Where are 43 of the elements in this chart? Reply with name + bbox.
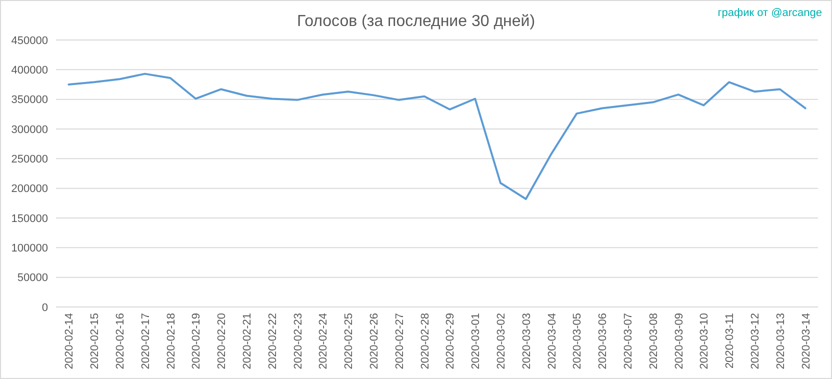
x-tick-label: 2020-02-22: [266, 313, 279, 370]
y-tick-label: 250000: [11, 154, 48, 166]
y-tick-label: 300000: [11, 124, 48, 136]
x-tick-label: 2020-03-03: [520, 313, 533, 370]
x-tick-label: 2020-02-19: [190, 313, 203, 370]
line-series: [68, 72, 806, 200]
y-tick-label: 350000: [11, 94, 48, 106]
text: график от @arcange: [718, 7, 822, 19]
x-tick-label: 2020-02-16: [114, 313, 126, 370]
x-tick-label: 2020-03-07: [622, 313, 634, 370]
x-tick-label: 2020-03-08: [648, 313, 660, 370]
y-tick-label: 400000: [11, 64, 48, 77]
chart-title: Голосов (за последние 30 дней): [296, 13, 536, 30]
x-tick-label: 2020-02-23: [292, 313, 304, 370]
y-tick-label: 200000: [11, 183, 48, 196]
y-tick-label: 50000: [17, 272, 48, 284]
x-tick-label: 2020-03-06: [597, 313, 610, 370]
y-tick-label: 100000: [11, 242, 48, 255]
x-tick-label: 2020-02-25: [343, 313, 356, 370]
x-tick-label: 2020-02-15: [89, 313, 102, 370]
x-tick-label: 2020-02-18: [165, 313, 178, 370]
x-tick-label: 2020-03-13: [774, 313, 787, 370]
x-tick-label: 2020-03-12: [750, 313, 762, 370]
x-tick-label: 2020-03-09: [673, 313, 686, 370]
y-tick-label: 150000: [11, 212, 48, 225]
x-tick-label: 2020-02-14: [64, 313, 76, 370]
x-tick-label: 2020-02-29: [444, 313, 457, 370]
x-tick-label: 2020-02-24: [318, 313, 330, 370]
x-tick-label: 2020-03-04: [546, 313, 558, 370]
y-tick-label: 0: [42, 302, 48, 314]
x-tick-label: 2020-02-21: [242, 313, 254, 370]
x-tick-label: 2020-03-05: [572, 313, 584, 370]
x-tick-label: 2020-03-14: [800, 313, 812, 370]
x-tick-label: 2020-02-27: [394, 313, 406, 370]
x-tick-label: 2020-03-10: [698, 313, 711, 370]
x-tick-label: 2020-03-01: [470, 313, 482, 370]
x-tick-label: 2020-03-11: [724, 313, 736, 368]
x-tick-label: 2020-02-17: [140, 313, 152, 370]
y-tick-label: 450000: [11, 34, 48, 47]
x-tick-label: 2020-02-28: [419, 313, 432, 370]
x-tick-label: 2020-02-26: [368, 313, 380, 370]
x-tick-label: 2020-03-02: [496, 313, 508, 370]
x-tick-label: 2020-02-20: [216, 313, 228, 370]
